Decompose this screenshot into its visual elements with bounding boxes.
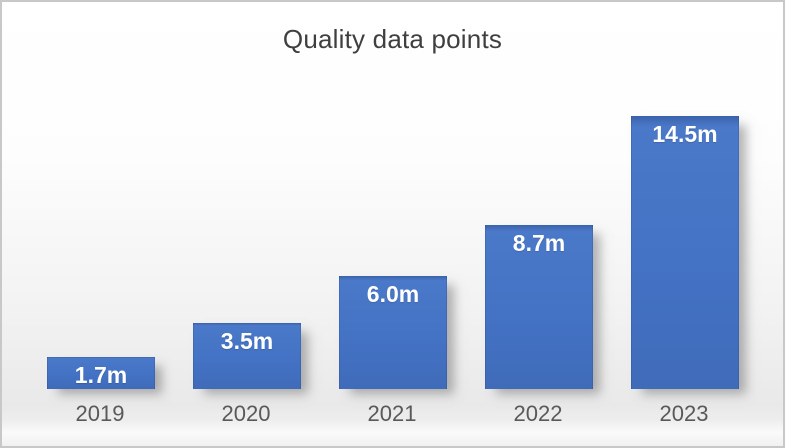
bar-value-label: 3.5m (220, 328, 274, 354)
bar-2021: 6.0m (339, 276, 447, 389)
bar-value-label: 8.7m (512, 230, 566, 256)
bar-2019: 1.7m (47, 357, 155, 389)
x-axis-label-2022: 2022 (513, 401, 563, 426)
x-axis-label-2019: 2019 (75, 401, 125, 426)
x-axis-label-2021: 2021 (367, 401, 417, 426)
bar-2022: 8.7m (485, 225, 593, 389)
bar-value-label: 1.7m (74, 362, 128, 388)
x-axis-label-2020: 2020 (221, 401, 271, 426)
x-axis-label-2023: 2023 (659, 401, 709, 426)
bar-2020: 3.5m (193, 323, 301, 389)
bar-value-label: 14.5m (652, 121, 718, 147)
chart-title: Quality data points (282, 24, 503, 54)
bar-value-label: 6.0m (366, 281, 420, 307)
bar-2023: 14.5m (631, 116, 739, 389)
